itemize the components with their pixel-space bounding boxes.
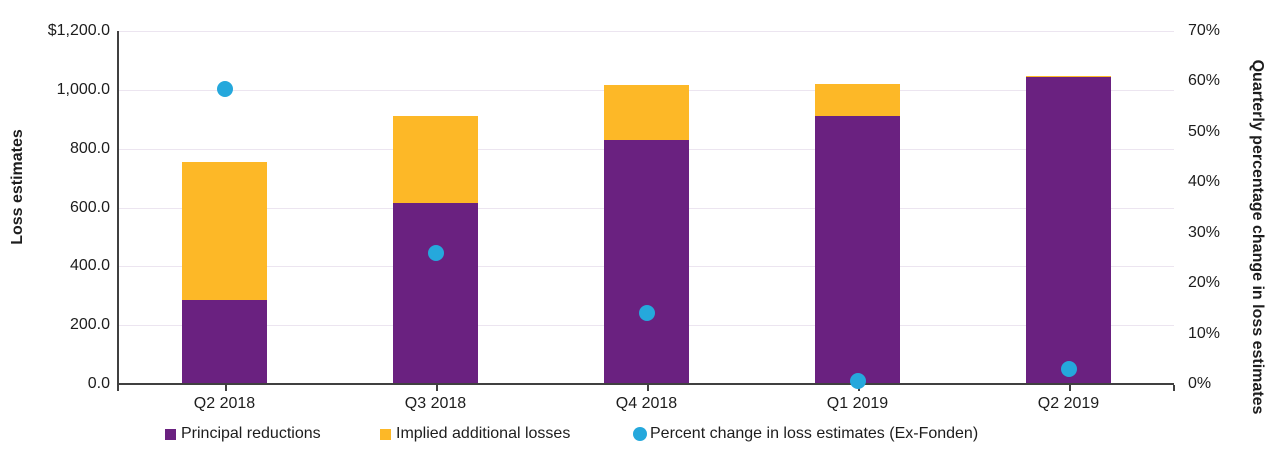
bar-segment-principal-reductions — [815, 116, 900, 384]
left-axis-line — [117, 31, 119, 384]
x-axis-tick — [647, 385, 649, 391]
scatter-point-q1-2019 — [849, 373, 866, 390]
bar-segment-principal-reductions — [604, 139, 689, 384]
left-axis-tick-label: 1,000.0 — [56, 81, 110, 98]
left-axis-tick-label: 400.0 — [69, 257, 110, 274]
x-axis-tick — [1069, 385, 1071, 391]
right-axis-tick-label: 60% — [1188, 72, 1221, 89]
scatter-point-q3-2018 — [427, 244, 444, 261]
legend-label: Principal reductions — [181, 425, 321, 442]
right-axis-tick-label: 40% — [1188, 173, 1221, 190]
legend-square-marker — [380, 428, 391, 440]
bar-segment-principal-reductions — [1026, 77, 1111, 384]
scatter-point-q4-2018 — [638, 305, 655, 322]
x-axis-label-q4-2018: Q4 2018 — [615, 395, 678, 412]
x-axis-label-q1-2019: Q1 2019 — [826, 395, 889, 412]
legend-item-principal-reductions: Principal reductions — [165, 423, 321, 445]
bar-segment-principal-reductions — [182, 300, 267, 384]
scatter-point-q2-2019 — [1060, 360, 1077, 377]
right-axis-title: Quarterly percentage change in loss esti… — [1249, 59, 1266, 415]
x-axis-tick — [436, 385, 438, 391]
right-axis-tick-label: 70% — [1188, 22, 1221, 39]
x-axis-tick — [117, 385, 119, 391]
right-axis-tick-label: 30% — [1188, 224, 1221, 241]
x-axis-label-q2-2019: Q2 2019 — [1037, 395, 1100, 412]
legend-square-marker — [165, 428, 176, 440]
legend-item-percent-change-in-loss-estimates-ex-fonden: Percent change in loss estimates (Ex-Fon… — [633, 423, 978, 445]
right-axis-tick-label: 50% — [1188, 123, 1221, 140]
bar-segment-principal-reductions — [393, 203, 478, 384]
gridline — [119, 31, 1174, 32]
right-axis-tick-label: 10% — [1188, 325, 1221, 342]
x-axis-tick — [225, 385, 227, 391]
left-axis-tick-label: $1,200.0 — [47, 22, 110, 39]
legend-label: Implied additional losses — [396, 425, 571, 442]
left-axis-tick-label: 200.0 — [69, 316, 110, 333]
x-axis-label-q2-2018: Q2 2018 — [193, 395, 256, 412]
x-axis-line — [117, 383, 1174, 385]
bar-segment-implied-additional-losses — [393, 116, 478, 204]
legend-label: Percent change in loss estimates (Ex-Fon… — [650, 425, 979, 442]
bar-segment-implied-additional-losses — [815, 83, 900, 117]
right-axis-tick-label: 0% — [1188, 375, 1212, 392]
bar-segment-implied-additional-losses — [182, 161, 267, 301]
right-axis-tick-label: 20% — [1188, 274, 1221, 291]
left-axis-tick-label: 0.0 — [87, 375, 110, 392]
bar-segment-implied-additional-losses — [1026, 75, 1111, 78]
x-axis-tick — [1173, 385, 1175, 391]
scatter-point-q2-2018 — [216, 80, 233, 97]
left-axis-tick-label: 800.0 — [69, 140, 110, 157]
legend-circle-marker — [633, 427, 647, 441]
bar-segment-implied-additional-losses — [604, 85, 689, 140]
x-axis-label-q3-2018: Q3 2018 — [404, 395, 467, 412]
legend-item-implied-additional-losses: Implied additional losses — [380, 423, 570, 445]
left-axis-tick-label: 600.0 — [69, 199, 110, 216]
